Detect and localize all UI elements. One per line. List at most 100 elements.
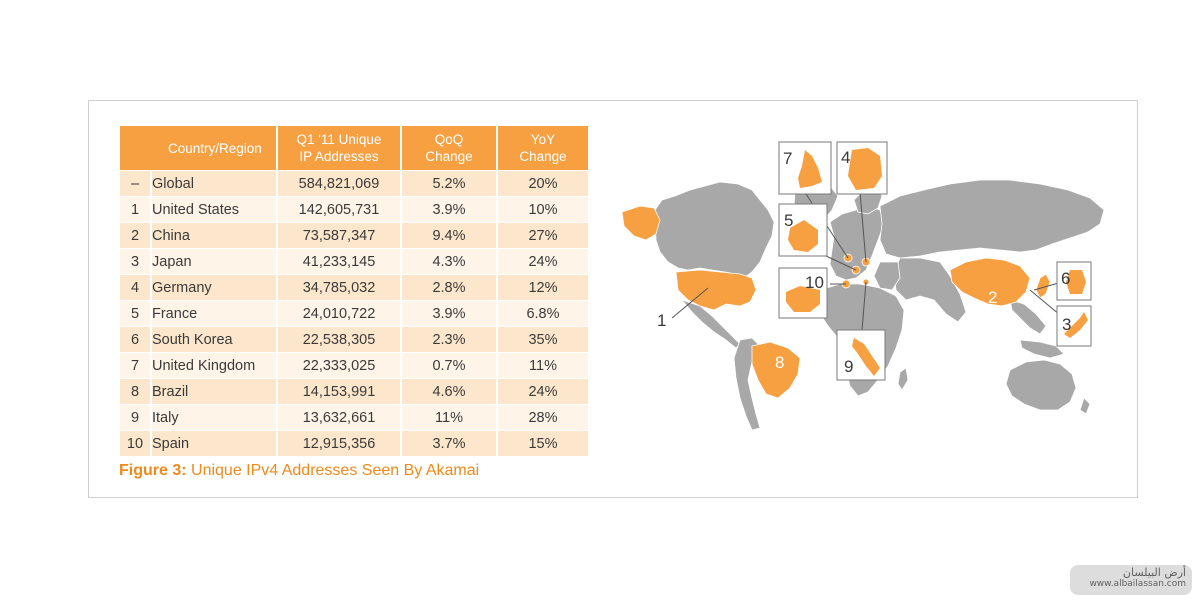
table-row: 2 China 73,587,347 9.4% 27% (120, 222, 588, 249)
cell-ip-addresses: 584,821,069 (277, 170, 402, 197)
cell-country: United States (151, 196, 278, 223)
table-row: 1 United States 142,605,731 3.9% 10% (120, 196, 588, 223)
cell-qoq: 0.7% (401, 352, 498, 379)
italy-inset-shape (852, 338, 880, 376)
table-row: 8 Brazil 14,153,991 4.6% 24% (120, 378, 588, 405)
cell-rank: 4 (120, 274, 152, 301)
table-header-row: Country/Region Q1 '11 Unique IP Addresses… (120, 126, 588, 171)
cell-rank: 2 (120, 222, 152, 249)
cell-rank: 1 (120, 196, 152, 223)
table-row: – Global 584,821,069 5.2% 20% (120, 170, 588, 197)
cell-qoq: 3.7% (401, 430, 498, 456)
cell-yoy: 10% (497, 196, 588, 223)
japan-shape (1035, 273, 1051, 299)
cell-ip-addresses: 73,587,347 (277, 222, 402, 249)
table-row: 3 Japan 41,233,145 4.3% 24% (120, 248, 588, 275)
cell-yoy: 6.8% (497, 300, 588, 327)
cell-qoq: 3.9% (401, 300, 498, 327)
cell-country: Germany (151, 274, 278, 301)
cell-qoq: 2.3% (401, 326, 498, 353)
brazil-shape (751, 341, 801, 399)
header-yoy-change: YoY Change (497, 126, 588, 171)
spain-inset-shape (786, 286, 820, 312)
cell-rank: 8 (120, 378, 152, 405)
callout-line-germany (859, 191, 867, 263)
france-inset-shape (788, 220, 818, 252)
japan-inset-shape (1064, 312, 1088, 338)
caption-text: Unique IPv4 Addresses Seen By Akamai (186, 462, 480, 479)
germany-inset-shape (848, 148, 882, 190)
cell-ip-addresses: 41,233,145 (277, 248, 402, 275)
cell-yoy: 27% (497, 222, 588, 249)
cell-qoq: 9.4% (401, 222, 498, 249)
alaska-shape (621, 205, 661, 241)
cell-ip-addresses: 24,010,722 (277, 300, 402, 327)
cell-qoq: 2.8% (401, 274, 498, 301)
table-row: 5 France 24,010,722 3.9% 6.8% (120, 300, 588, 327)
cell-ip-addresses: 22,538,305 (277, 326, 402, 353)
header-qoq-change: QoQ Change (401, 126, 498, 171)
map-label-brazil: 8 (775, 353, 784, 372)
world-map: 1 2 3 4 5 6 7 8 9 10 (621, 141, 1105, 431)
map-labels: 1 2 3 4 5 6 7 8 9 10 (657, 148, 1071, 376)
cell-qoq: 5.2% (401, 170, 498, 197)
map-label-us: 1 (657, 311, 666, 330)
watermark-url: www.albailassan.com (1089, 579, 1186, 589)
ip-address-table: Country/Region Q1 '11 Unique IP Addresses… (120, 126, 588, 456)
cell-yoy: 35% (497, 326, 588, 353)
header-country: Country/Region (120, 126, 278, 171)
cell-rank: 6 (120, 326, 152, 353)
cell-ip-addresses: 14,153,991 (277, 378, 402, 405)
cell-country: Spain (151, 430, 278, 456)
cell-yoy: 28% (497, 404, 588, 431)
header-ip-addresses: Q1 '11 Unique IP Addresses (277, 126, 402, 171)
cell-rank: 7 (120, 352, 152, 379)
cell-yoy: 20% (497, 170, 588, 197)
cell-yoy: 24% (497, 378, 588, 405)
cell-yoy: 12% (497, 274, 588, 301)
highlighted-countries (621, 205, 1051, 399)
us-shape (675, 269, 757, 311)
map-label-france: 5 (784, 211, 793, 230)
cell-country: Global (151, 170, 278, 197)
map-label-spain: 10 (805, 273, 824, 292)
callout-line-france (825, 255, 857, 271)
land-masses (654, 179, 1105, 431)
cell-rank: 5 (120, 300, 152, 327)
uk-inset-shape (798, 150, 822, 188)
cell-qoq: 3.9% (401, 196, 498, 223)
cell-rank: 10 (120, 430, 152, 456)
cell-qoq: 4.6% (401, 378, 498, 405)
cell-rank: 3 (120, 248, 152, 275)
cell-country: China (151, 222, 278, 249)
map-label-italy: 9 (844, 357, 853, 376)
china-shape (949, 257, 1031, 307)
cell-yoy: 11% (497, 352, 588, 379)
watermark-arabic-text: أرض البيلسان (1122, 566, 1186, 579)
cell-yoy: 24% (497, 248, 588, 275)
cell-qoq: 4.3% (401, 248, 498, 275)
watermark-badge: أرض البيلسان www.albailassan.com (1070, 565, 1192, 595)
cell-rank: 9 (120, 404, 152, 431)
cell-ip-addresses: 34,785,032 (277, 274, 402, 301)
cell-country: Italy (151, 404, 278, 431)
cell-country: Brazil (151, 378, 278, 405)
callout-line-us (671, 287, 709, 319)
cell-ip-addresses: 13,632,661 (277, 404, 402, 431)
table-row: 10 Spain 12,915,356 3.7% 15% (120, 430, 588, 456)
cell-ip-addresses: 22,333,025 (277, 352, 402, 379)
cell-qoq: 11% (401, 404, 498, 431)
cell-country: South Korea (151, 326, 278, 353)
table-row: 7 United Kingdom 22,333,025 0.7% 11% (120, 352, 588, 379)
map-label-uk: 7 (783, 149, 792, 168)
caption-label: Figure 3: (119, 462, 187, 479)
cell-ip-addresses: 12,915,356 (277, 430, 402, 456)
korea-inset-shape (1066, 270, 1086, 294)
map-label-korea: 6 (1061, 269, 1070, 288)
map-label-germany: 4 (841, 148, 850, 167)
table-row: 9 Italy 13,632,661 11% 28% (120, 404, 588, 431)
cell-country: United Kingdom (151, 352, 278, 379)
table-row: 6 South Korea 22,538,305 2.3% 35% (120, 326, 588, 353)
cell-yoy: 15% (497, 430, 588, 456)
cell-country: Japan (151, 248, 278, 275)
